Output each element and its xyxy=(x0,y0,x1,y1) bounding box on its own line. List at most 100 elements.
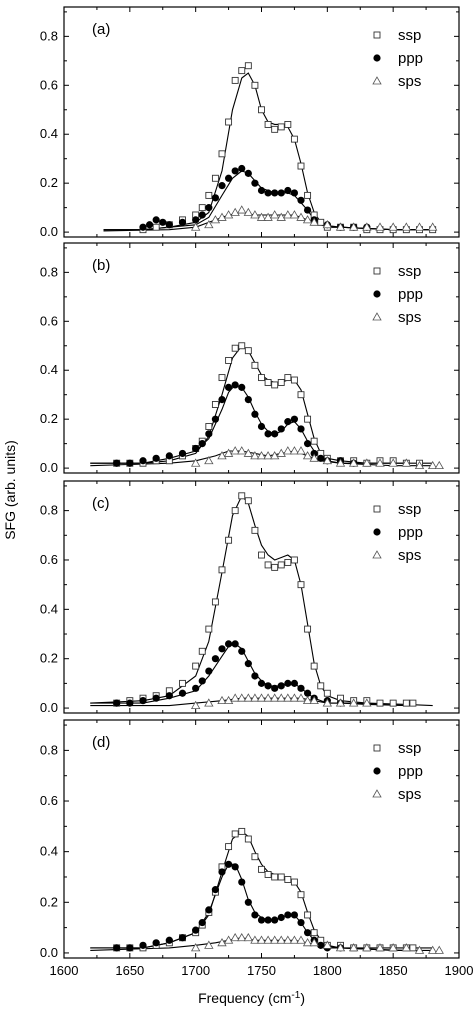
data-point-ppp xyxy=(211,415,220,423)
x-tick-label: 1900 xyxy=(445,963,474,978)
data-point-ppp xyxy=(277,913,285,922)
data-point-ppp xyxy=(218,645,226,653)
data-point-ssp xyxy=(264,561,272,569)
data-point-ppp xyxy=(165,452,173,460)
legend-marker-ppp xyxy=(373,54,381,62)
data-point-sps xyxy=(223,935,234,944)
data-point-ppp xyxy=(126,459,134,467)
y-axis-label: SFG (arb. units) xyxy=(2,440,18,540)
legend-label-sps: sps xyxy=(398,73,421,90)
data-point-sps xyxy=(204,219,214,229)
data-point-ppp xyxy=(165,221,173,229)
series-ssp xyxy=(113,827,417,952)
data-point-ppp xyxy=(218,182,226,190)
y-tick-label: 0.6 xyxy=(40,77,58,92)
data-point-ppp xyxy=(238,164,246,173)
data-point-ppp xyxy=(290,415,299,423)
data-point-sps xyxy=(190,700,201,709)
data-point-sps xyxy=(263,935,273,944)
data-point-ppp xyxy=(317,454,325,462)
data-point-sps xyxy=(269,451,280,460)
data-point-ssp xyxy=(218,566,226,574)
data-point-ppp xyxy=(284,679,292,687)
data-point-ppp xyxy=(113,459,121,467)
y-tick-label: 0.2 xyxy=(40,651,58,666)
data-point-ppp xyxy=(113,944,121,952)
data-point-ssp xyxy=(258,865,265,873)
series-ssp xyxy=(139,62,437,234)
y-tick-label: 0.0 xyxy=(40,224,58,239)
data-point-sps xyxy=(296,212,306,221)
data-point-ppp xyxy=(264,189,272,197)
data-point-sps xyxy=(223,448,234,457)
panel-label: (a) xyxy=(92,21,110,38)
x-tick-label: 1850 xyxy=(379,963,408,978)
y-tick-label: 0.0 xyxy=(40,945,58,960)
data-point-ppp xyxy=(178,449,187,458)
data-point-ssp xyxy=(389,699,397,707)
data-point-ssp xyxy=(264,379,272,386)
data-point-ppp xyxy=(231,381,239,389)
data-point-ppp xyxy=(303,929,312,937)
data-point-ssp xyxy=(258,551,265,559)
data-point-sps xyxy=(309,217,319,226)
data-point-sps xyxy=(434,945,444,954)
y-tick-label: 0.4 xyxy=(40,126,58,141)
series-ssp xyxy=(113,492,417,707)
data-point-ppp xyxy=(271,916,279,924)
data-point-ssp xyxy=(409,944,417,952)
data-point-ssp xyxy=(271,873,279,881)
series-sps xyxy=(190,932,444,954)
legend-label-ppp: ppp xyxy=(398,763,423,780)
data-point-ssp xyxy=(238,342,246,350)
legend-marker-sps xyxy=(372,789,382,798)
legend-marker-ppp xyxy=(373,767,381,775)
data-point-ppp xyxy=(297,684,305,692)
data-point-sps xyxy=(237,932,247,942)
data-point-sps xyxy=(243,693,254,702)
data-point-ppp xyxy=(297,425,305,433)
data-point-ssp xyxy=(317,682,325,690)
data-point-sps xyxy=(263,693,273,702)
data-point-ssp xyxy=(323,689,331,697)
data-point-sps xyxy=(223,210,234,219)
data-point-sps xyxy=(190,943,201,952)
data-point-ssp xyxy=(198,204,206,212)
data-point-sps xyxy=(283,935,293,944)
data-point-ppp xyxy=(198,918,206,927)
data-point-sps xyxy=(289,693,300,702)
data-point-sps xyxy=(243,932,254,942)
data-point-ppp xyxy=(297,918,305,927)
data-point-ppp xyxy=(303,689,312,697)
data-point-sps xyxy=(335,698,346,707)
data-point-ssp xyxy=(297,162,305,170)
data-point-ssp xyxy=(244,497,252,505)
data-point-ssp xyxy=(304,625,312,633)
data-point-ppp xyxy=(126,944,134,952)
data-point-sps xyxy=(217,451,227,460)
data-point-sps xyxy=(283,446,293,455)
data-point-sps xyxy=(276,693,286,702)
data-point-sps xyxy=(204,940,214,949)
data-point-sps xyxy=(256,693,267,702)
data-point-ppp xyxy=(224,860,233,868)
series-sps xyxy=(190,205,438,231)
data-point-ssp xyxy=(251,526,259,534)
data-point-ppp xyxy=(290,911,299,919)
data-point-ppp xyxy=(297,196,305,204)
data-point-ppp xyxy=(251,179,259,187)
data-point-ssp xyxy=(290,556,298,564)
data-point-sps xyxy=(217,212,227,221)
data-point-ppp xyxy=(231,640,239,648)
x-tick-label: 1750 xyxy=(247,963,276,978)
data-point-ppp xyxy=(165,936,173,944)
data-point-sps xyxy=(348,222,359,231)
y-tick-label: 0.0 xyxy=(40,700,58,715)
data-point-ppp xyxy=(198,440,206,448)
data-point-ssp xyxy=(231,507,239,515)
x-tick-label: 1650 xyxy=(115,963,144,978)
data-point-ssp xyxy=(277,123,285,131)
series-ppp xyxy=(113,381,358,467)
data-point-ppp xyxy=(211,655,220,663)
data-point-ssp xyxy=(376,699,384,707)
